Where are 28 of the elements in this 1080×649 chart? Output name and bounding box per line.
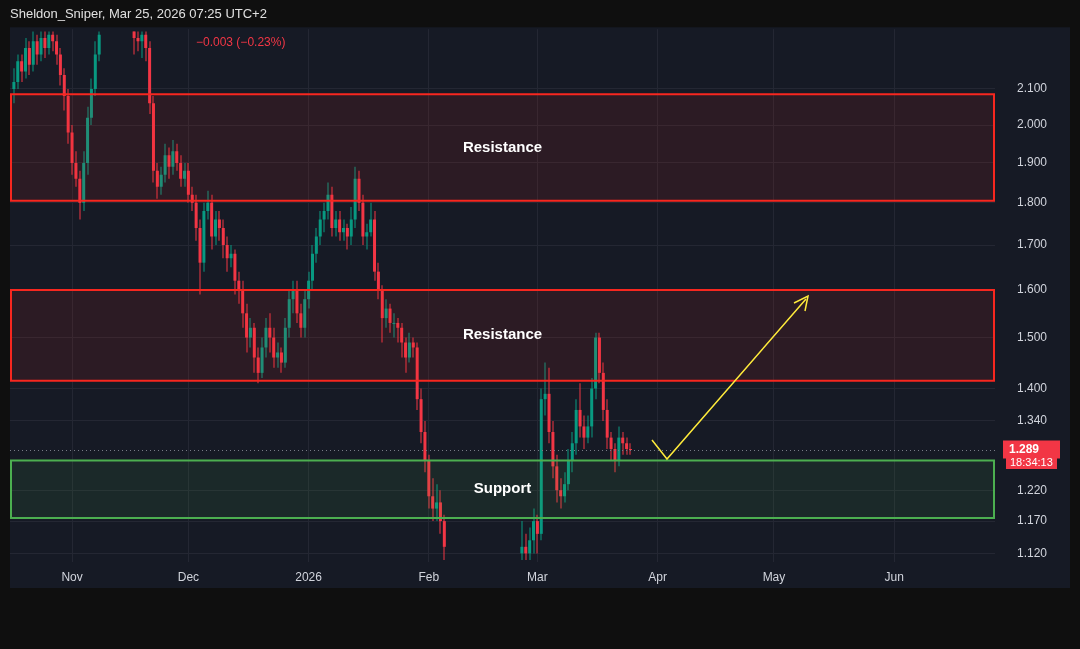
y-tick-label: 2.000 bbox=[1017, 117, 1048, 132]
y-tick-label: 2.100 bbox=[1017, 81, 1048, 96]
y-tick-label: 1.900 bbox=[1017, 155, 1048, 170]
y-tick-label: 1.800 bbox=[1017, 195, 1048, 210]
x-tick-label: 2026 bbox=[295, 569, 323, 584]
text: Sheldon_Sniper, Mar 25, 2026 07:25 UTC+2 bbox=[10, 6, 267, 21]
x-tick-label: Jun bbox=[884, 569, 904, 584]
y-tick-label: 1.700 bbox=[1017, 237, 1048, 252]
y-tick-label: 1.400 bbox=[1017, 380, 1048, 395]
band-label: Support bbox=[473, 479, 532, 497]
text: 18:34:13 bbox=[1006, 455, 1057, 469]
annotation: −0.003 (−0.23%) bbox=[196, 35, 286, 49]
y-tick-label: 1.500 bbox=[1017, 329, 1048, 344]
x-tick-label: Nov bbox=[61, 569, 83, 584]
y-tick-label: 1.120 bbox=[1017, 545, 1048, 560]
x-tick-label: Mar bbox=[527, 569, 548, 584]
y-tick-label: 1.600 bbox=[1017, 282, 1048, 297]
candlestick bbox=[392, 313, 396, 338]
x-tick-label: Dec bbox=[177, 569, 200, 584]
x-tick-label: Feb bbox=[418, 569, 440, 584]
y-tick-label: 1.340 bbox=[1017, 413, 1048, 428]
ref-line-label: 1.289 bbox=[1009, 441, 1040, 456]
x-tick-label: May bbox=[762, 569, 786, 584]
y-tick-label: 1.170 bbox=[1017, 513, 1048, 528]
y-tick-label: 1.220 bbox=[1017, 482, 1048, 497]
x-tick-label: Apr bbox=[648, 569, 667, 584]
band-label: Resistance bbox=[462, 325, 543, 343]
band-label: Resistance bbox=[462, 137, 543, 155]
